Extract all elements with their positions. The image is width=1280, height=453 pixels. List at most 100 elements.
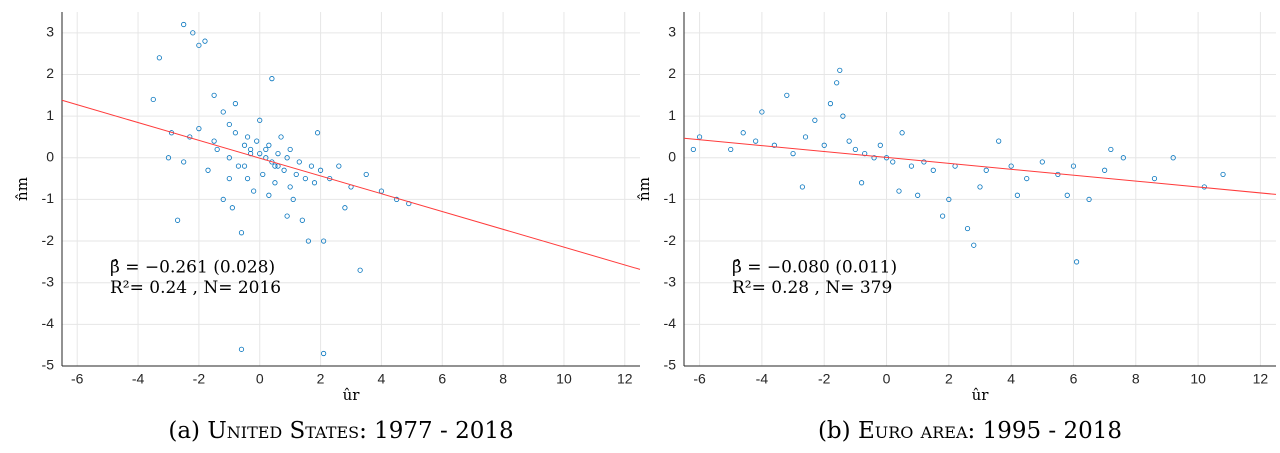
data-point (287, 146, 293, 153)
data-point (821, 142, 827, 148)
data-point (1073, 259, 1080, 265)
data-point (226, 175, 232, 182)
data-point (275, 151, 281, 157)
data-point (1201, 184, 1207, 190)
x-tick-label: -2 (193, 371, 206, 387)
data-point (1120, 155, 1126, 161)
y-tick-label: 3 (46, 24, 54, 40)
data-point (226, 155, 232, 161)
data-point (220, 196, 226, 203)
data-point (977, 184, 983, 190)
data-point (996, 138, 1002, 144)
data-point (930, 167, 936, 173)
x-tick-label: -4 (756, 371, 769, 387)
y-tick-label: 2 (46, 65, 54, 81)
data-point (1070, 163, 1077, 169)
data-point (321, 238, 327, 244)
data-point (284, 155, 290, 161)
data-point (229, 205, 235, 211)
data-point (308, 163, 315, 169)
annotation: β̂ = −0.261 (0.028) (110, 257, 275, 277)
data-point (296, 159, 302, 165)
data-point (266, 192, 272, 198)
data-point (244, 134, 251, 140)
data-point (342, 205, 348, 211)
data-point (964, 225, 971, 232)
data-point (1102, 167, 1108, 173)
data-point (244, 175, 251, 182)
data-point (1151, 175, 1158, 182)
x-tick-label: -2 (818, 371, 831, 387)
y-tick-label: 0 (668, 148, 676, 164)
data-point (852, 146, 858, 153)
y-tick-label: -4 (664, 315, 677, 331)
data-point (1220, 171, 1226, 178)
data-point (293, 171, 299, 178)
data-point (321, 350, 327, 357)
data-point (357, 267, 363, 273)
data-point (232, 101, 238, 107)
data-point (302, 175, 308, 182)
y-tick-label: -4 (42, 315, 55, 331)
data-point (156, 55, 162, 61)
data-point (834, 80, 840, 86)
data-point (983, 167, 989, 173)
data-point (190, 30, 196, 36)
data-point (812, 117, 818, 123)
caption-text: Euro area: 1995 - 2018 (858, 418, 1122, 444)
annotation: R²= 0.24 , N= 2016 (110, 278, 281, 298)
data-point (235, 163, 242, 169)
data-point (1039, 159, 1045, 165)
data-point (908, 163, 915, 169)
data-point (181, 21, 187, 28)
y-tick-label: -5 (42, 357, 55, 373)
data-point (196, 42, 202, 48)
data-point (251, 188, 257, 194)
y-axis-label: n̂m (13, 177, 31, 201)
x-tick-label: -4 (132, 371, 145, 387)
data-point (248, 146, 254, 153)
data-point (753, 138, 759, 144)
data-point (759, 109, 765, 115)
caption-prefix: (a) (168, 418, 207, 444)
data-point (311, 180, 318, 186)
data-point (1064, 192, 1070, 198)
x-tick-label: 6 (1070, 371, 1078, 387)
data-point (181, 159, 187, 165)
data-point (238, 346, 245, 352)
data-point (284, 213, 290, 219)
x-tick-label: 12 (617, 371, 633, 387)
data-point (921, 159, 927, 165)
y-tick-label: 3 (668, 24, 676, 40)
caption: (b) Euro area: 1995 - 2018 (818, 418, 1122, 444)
data-point (1170, 155, 1176, 161)
data-point (799, 184, 806, 190)
x-tick-label: 2 (317, 371, 325, 387)
data-point (260, 171, 266, 178)
data-point (771, 142, 777, 148)
data-point (1086, 196, 1092, 203)
data-point (802, 134, 809, 140)
data-point (696, 134, 703, 140)
data-point (226, 121, 232, 128)
data-point (266, 142, 272, 148)
fit-line (61, 99, 641, 270)
data-point (1008, 163, 1014, 169)
data-point (257, 151, 263, 157)
data-point (211, 92, 217, 98)
y-tick-label: 0 (46, 148, 54, 164)
x-tick-label: 0 (883, 371, 891, 387)
caption: (a) United States: 1977 - 2018 (168, 418, 513, 444)
data-point (1108, 146, 1114, 153)
x-tick-label: 0 (256, 371, 264, 387)
x-tick-label: 8 (499, 371, 507, 387)
data-point (827, 101, 834, 107)
caption-prefix: (b) (818, 418, 858, 444)
data-point (232, 130, 238, 136)
x-tick-label: 10 (556, 371, 572, 387)
x-tick-label: 4 (378, 371, 386, 387)
data-point (846, 138, 852, 144)
data-point (1014, 192, 1020, 198)
data-point (287, 184, 293, 190)
x-axis-label: ûr (343, 386, 361, 404)
